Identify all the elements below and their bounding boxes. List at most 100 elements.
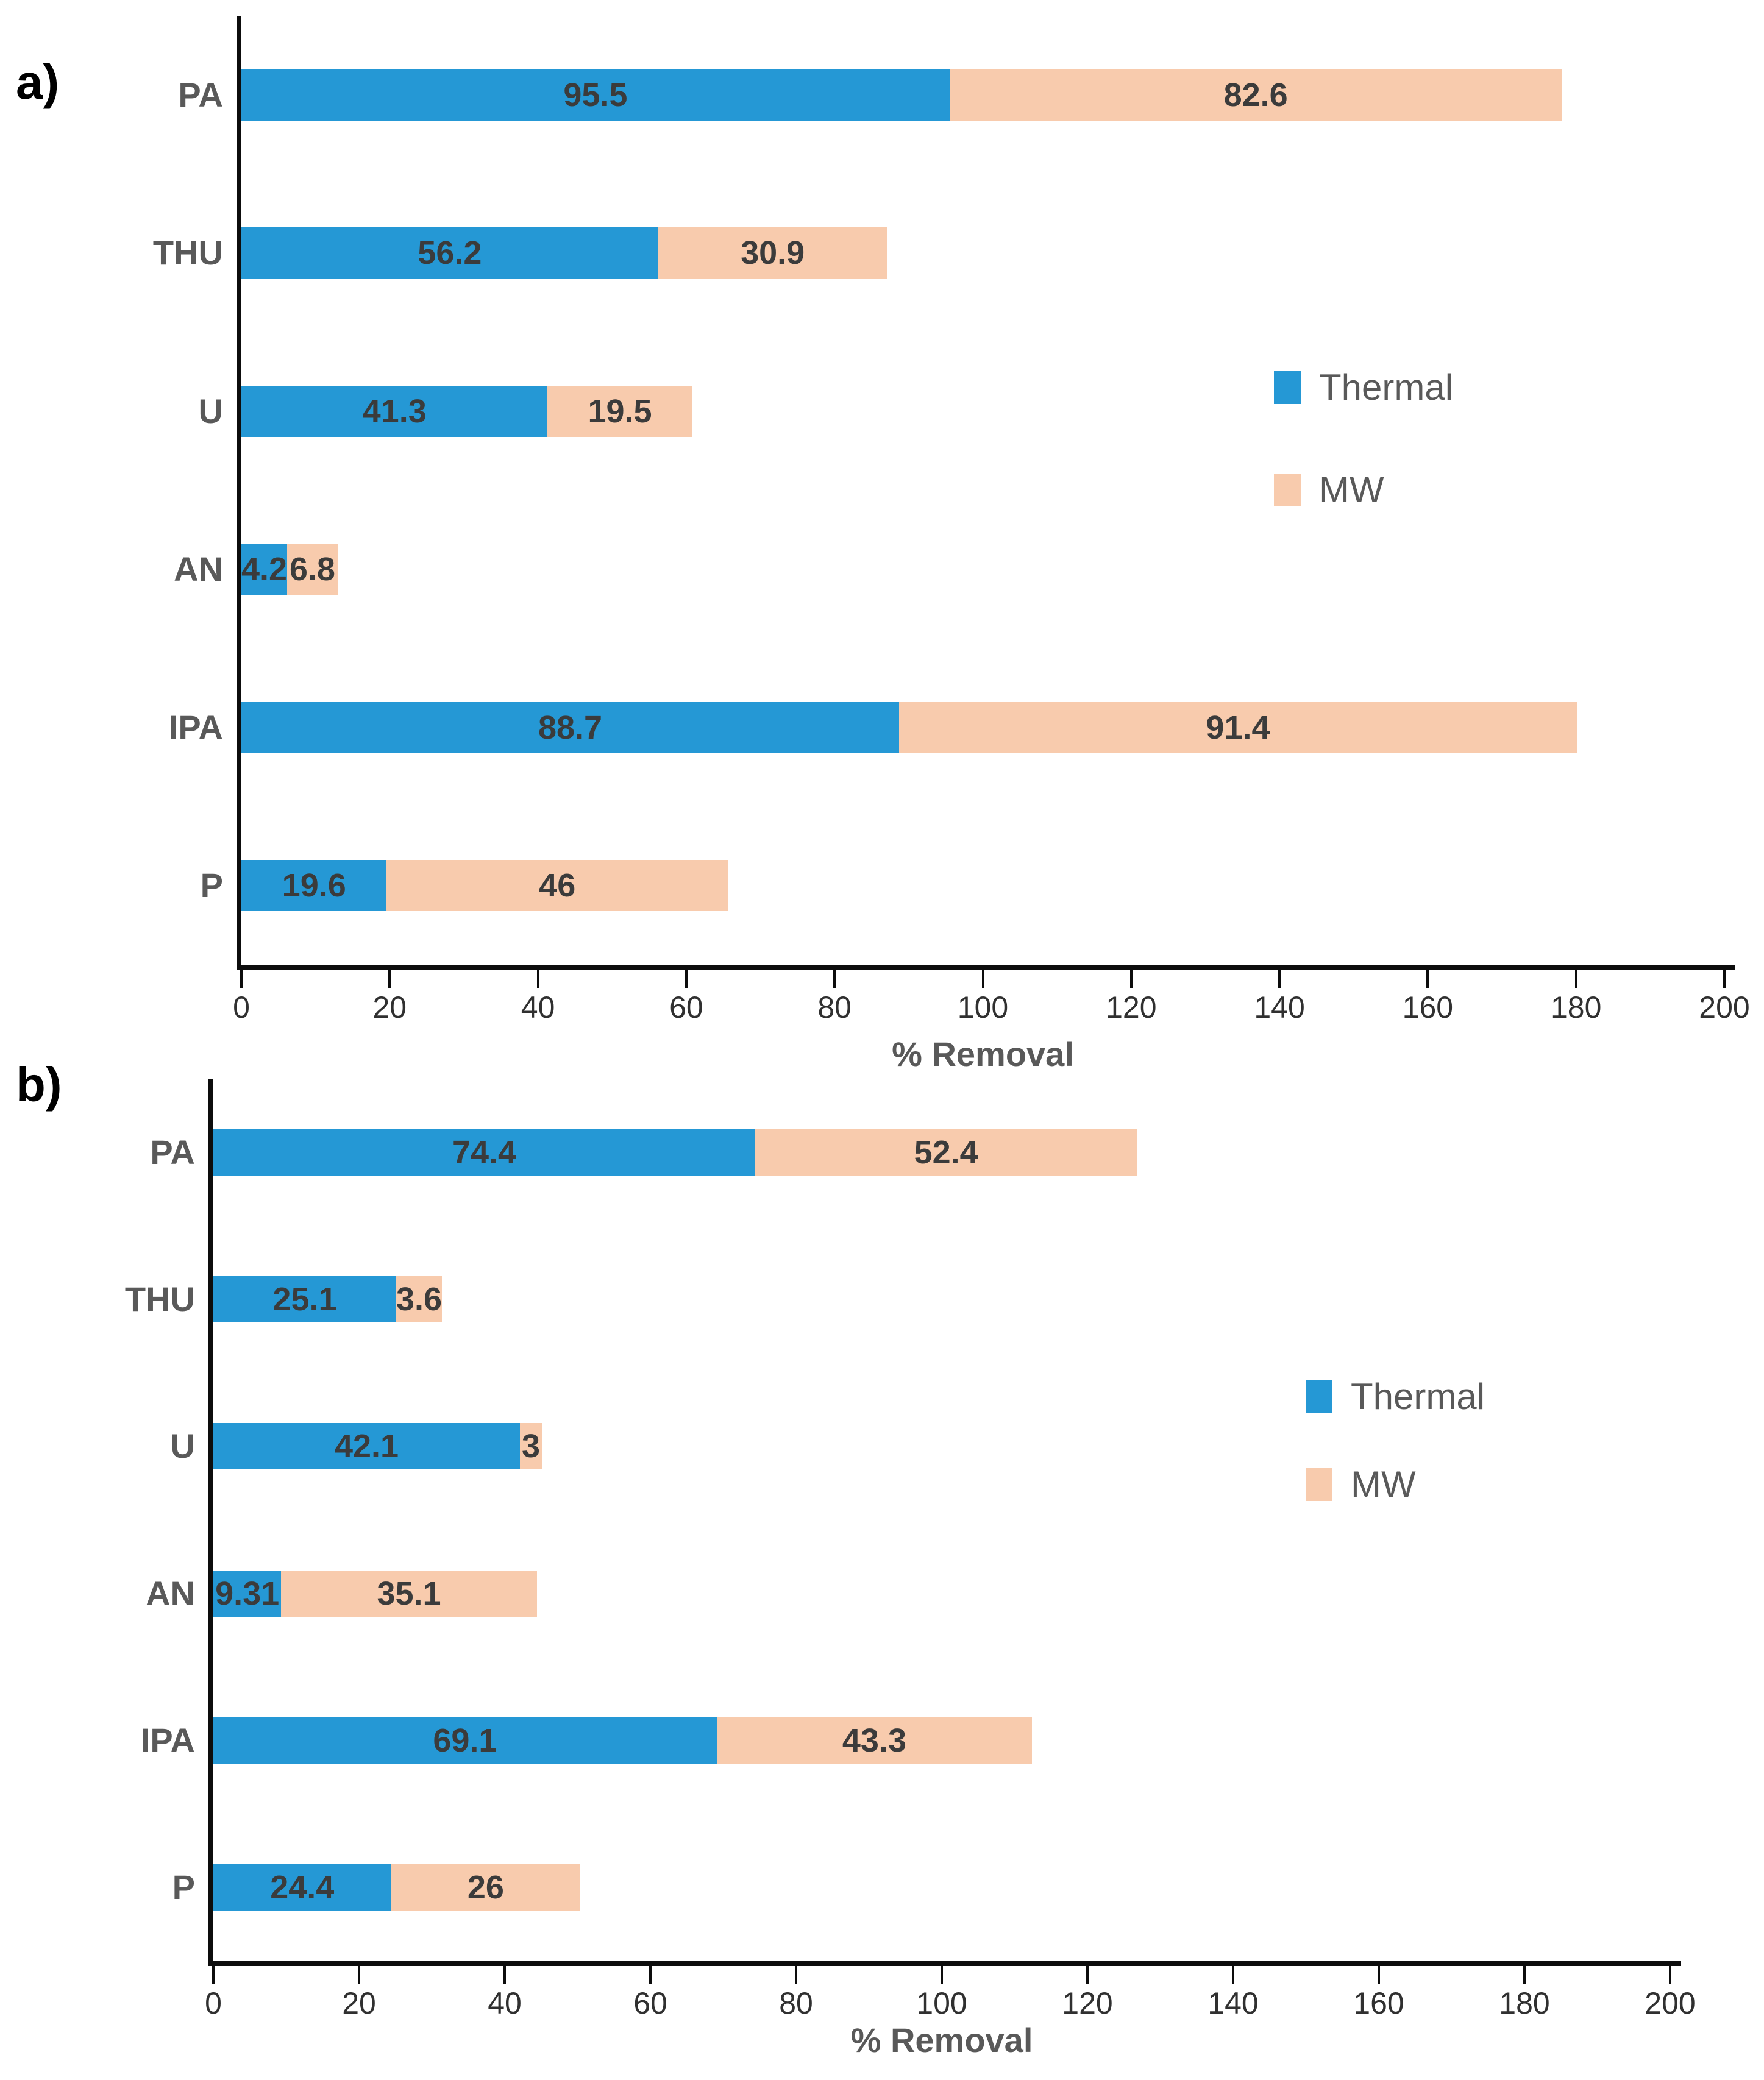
bar-segment-thermal: 4.2 <box>241 544 288 595</box>
legend-label: MW <box>1351 1464 1416 1505</box>
plot-area: 95.5 82.6 56.2 30.9 41.3 19.5 4.2 6.8 88.7 91.4 19… <box>241 16 1724 965</box>
bar-value-label: 19.5 <box>588 392 652 430</box>
category-label: IPA <box>140 1721 195 1759</box>
bar-value-label: 26 <box>467 1869 504 1906</box>
bar-stack: 9.31 35.1 <box>213 1570 1670 1617</box>
bar-stack: 42.1 3 <box>213 1423 1670 1470</box>
tick-label: 0 <box>233 990 250 1024</box>
bar-stack: 24.4 26 <box>213 1864 1670 1911</box>
tick-label: 140 <box>1207 1986 1259 2020</box>
bar-value-label: 4.2 <box>241 551 288 588</box>
bar-row: 4.2 6.8 <box>241 491 1724 649</box>
category-label: AN <box>146 1574 195 1613</box>
bar-value-label: 91.4 <box>1206 709 1270 746</box>
bar-row: 19.6 46 <box>241 807 1724 965</box>
tick-label: 180 <box>1499 1986 1550 2020</box>
bar-value-label: 95.5 <box>563 76 628 113</box>
bar-segment-mw: 52.4 <box>755 1129 1137 1176</box>
bar-segment-mw: 91.4 <box>899 701 1577 753</box>
bar-value-label: 30.9 <box>741 235 805 272</box>
legend-item-mw: MW <box>1306 1466 1416 1503</box>
bar-stack: 69.1 43.3 <box>213 1717 1670 1764</box>
bar-stack: 41.3 19.5 <box>241 385 1724 437</box>
bar-segment-mw: 30.9 <box>658 227 887 279</box>
legend-item-thermal: Thermal <box>1274 369 1453 406</box>
bar-value-label: 6.8 <box>289 551 335 588</box>
bar-stack: 25.1 3.6 <box>213 1276 1670 1322</box>
panel-label: a) <box>16 55 60 109</box>
category-label: U <box>170 1427 195 1466</box>
bar-segment-mw: 19.5 <box>547 385 692 437</box>
tick-mark <box>1523 1966 1526 1984</box>
bar-value-label: 19.6 <box>282 867 346 904</box>
tick-mark <box>240 970 243 988</box>
tick-mark <box>981 970 984 988</box>
bar-value-label: 74.4 <box>452 1134 517 1171</box>
bar-row: 56.2 30.9 <box>241 174 1724 333</box>
bar-value-label: 69.1 <box>433 1722 497 1759</box>
legend-swatch-mw <box>1306 1468 1332 1501</box>
tick-label: 40 <box>488 1986 522 2020</box>
bar-segment-mw: 6.8 <box>287 544 338 595</box>
bar-stack: 4.2 6.8 <box>241 544 1724 595</box>
bar-row: 69.1 43.3 <box>213 1667 1670 1814</box>
category-label: PA <box>178 75 223 114</box>
bar-value-label: 46 <box>539 867 576 904</box>
x-axis-title: % Removal <box>892 1035 1074 1073</box>
bar-row: 24.4 26 <box>213 1814 1670 1961</box>
bar-value-label: 56.2 <box>418 235 482 272</box>
bar-value-label: 3 <box>521 1428 541 1465</box>
bar-segment-thermal: 19.6 <box>241 860 387 912</box>
bar-value-label: 24.4 <box>270 1869 335 1906</box>
tick-label: 40 <box>521 990 555 1024</box>
bar-segment-mw: 3.6 <box>396 1276 443 1322</box>
bar-row: 9.31 35.1 <box>213 1520 1670 1667</box>
tick-label: 80 <box>817 990 852 1024</box>
bar-segment-thermal: 42.1 <box>213 1423 521 1470</box>
bar-value-label: 42.1 <box>334 1428 399 1465</box>
tick-label: 160 <box>1353 1986 1404 2020</box>
tick-mark <box>1723 970 1726 988</box>
tick-label: 200 <box>1699 990 1750 1024</box>
category-label: THU <box>152 233 223 272</box>
tick-mark <box>536 970 539 988</box>
category-label: PA <box>150 1132 195 1171</box>
bar-stack: 74.4 52.4 <box>213 1129 1670 1176</box>
tick-mark <box>1574 970 1577 988</box>
tick-label: 180 <box>1550 990 1602 1024</box>
bar-row: 74.4 52.4 <box>213 1079 1670 1226</box>
bar-row: 88.7 91.4 <box>241 648 1724 807</box>
tick-label: 100 <box>916 1986 967 2020</box>
tick-mark <box>388 970 391 988</box>
bar-segment-mw: 46 <box>386 860 728 912</box>
tick-mark <box>503 1966 506 1984</box>
tick-mark <box>1129 970 1133 988</box>
bar-stack: 19.6 46 <box>241 860 1724 912</box>
tick-mark <box>833 970 836 988</box>
category-label: U <box>198 391 223 430</box>
tick-label: 80 <box>779 1986 813 2020</box>
bar-stack: 88.7 91.4 <box>241 701 1724 753</box>
tick-mark <box>795 1966 797 1984</box>
bar-segment-mw: 82.6 <box>949 69 1562 121</box>
tick-mark <box>1378 1966 1380 1984</box>
y-axis-line <box>208 1079 213 1966</box>
tick-mark <box>1278 970 1281 988</box>
bar-segment-mw: 26 <box>391 1864 581 1911</box>
x-axis-title: % Removal <box>850 2021 1033 2059</box>
tick-mark <box>649 1966 652 1984</box>
bar-segment-thermal: 95.5 <box>241 69 950 121</box>
bar-segment-thermal: 88.7 <box>241 701 900 753</box>
bar-value-label: 82.6 <box>1223 76 1288 113</box>
bar-value-label: 88.7 <box>538 709 603 746</box>
bar-segment-thermal: 9.31 <box>213 1570 282 1617</box>
tick-mark <box>1086 1966 1089 1984</box>
category-label: IPA <box>168 708 223 747</box>
tick-mark <box>358 1966 360 1984</box>
bar-value-label: 25.1 <box>272 1280 337 1318</box>
x-axis-line <box>208 1961 1681 1966</box>
legend-swatch-mw <box>1274 474 1301 506</box>
